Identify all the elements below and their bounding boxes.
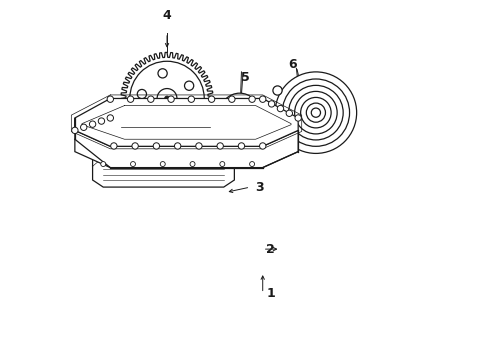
Circle shape — [190, 162, 195, 167]
Circle shape — [101, 162, 106, 167]
Circle shape — [107, 115, 114, 121]
Circle shape — [160, 162, 165, 167]
Circle shape — [149, 116, 159, 125]
Circle shape — [147, 96, 154, 102]
Circle shape — [153, 143, 160, 149]
Circle shape — [80, 124, 87, 130]
Circle shape — [168, 96, 174, 102]
Circle shape — [165, 96, 170, 101]
Circle shape — [229, 96, 235, 102]
Circle shape — [220, 162, 225, 167]
Circle shape — [226, 109, 233, 116]
Circle shape — [311, 108, 320, 117]
Circle shape — [157, 89, 177, 108]
Circle shape — [208, 96, 215, 102]
Circle shape — [127, 96, 134, 102]
Circle shape — [249, 96, 255, 102]
Circle shape — [188, 96, 195, 102]
Circle shape — [242, 101, 248, 107]
Circle shape — [275, 72, 357, 153]
Circle shape — [234, 107, 245, 118]
Text: 1: 1 — [266, 287, 275, 300]
Text: 3: 3 — [256, 181, 264, 194]
Circle shape — [277, 105, 284, 112]
Circle shape — [98, 118, 105, 124]
Circle shape — [111, 143, 117, 149]
Circle shape — [249, 162, 255, 167]
Circle shape — [72, 127, 78, 134]
Polygon shape — [89, 134, 224, 166]
Circle shape — [306, 103, 325, 122]
Circle shape — [273, 130, 282, 139]
Circle shape — [289, 85, 343, 140]
Polygon shape — [75, 99, 298, 146]
Circle shape — [260, 96, 266, 102]
Circle shape — [286, 110, 293, 117]
Circle shape — [273, 86, 282, 95]
Circle shape — [232, 101, 238, 107]
Polygon shape — [121, 53, 213, 145]
Text: 2: 2 — [266, 243, 275, 256]
Circle shape — [226, 99, 253, 126]
Polygon shape — [93, 157, 234, 187]
Circle shape — [130, 162, 135, 167]
Text: 5: 5 — [241, 71, 249, 84]
Circle shape — [185, 81, 194, 90]
Circle shape — [269, 101, 275, 107]
Circle shape — [220, 93, 259, 132]
Circle shape — [238, 143, 245, 149]
Circle shape — [294, 91, 337, 134]
Circle shape — [89, 121, 96, 127]
Circle shape — [107, 96, 114, 102]
Text: 6: 6 — [289, 58, 297, 71]
Circle shape — [137, 89, 147, 99]
Text: 4: 4 — [163, 9, 172, 22]
Circle shape — [174, 143, 181, 149]
Circle shape — [132, 143, 138, 149]
Circle shape — [295, 115, 301, 121]
Circle shape — [301, 98, 331, 128]
Circle shape — [232, 118, 238, 125]
Circle shape — [139, 150, 152, 163]
Circle shape — [179, 113, 188, 123]
Circle shape — [260, 143, 266, 149]
Circle shape — [130, 61, 204, 136]
Circle shape — [196, 143, 202, 149]
Circle shape — [282, 79, 349, 146]
Circle shape — [246, 109, 253, 116]
Circle shape — [217, 143, 223, 149]
Circle shape — [158, 69, 167, 78]
Circle shape — [242, 118, 248, 125]
Polygon shape — [75, 118, 298, 168]
